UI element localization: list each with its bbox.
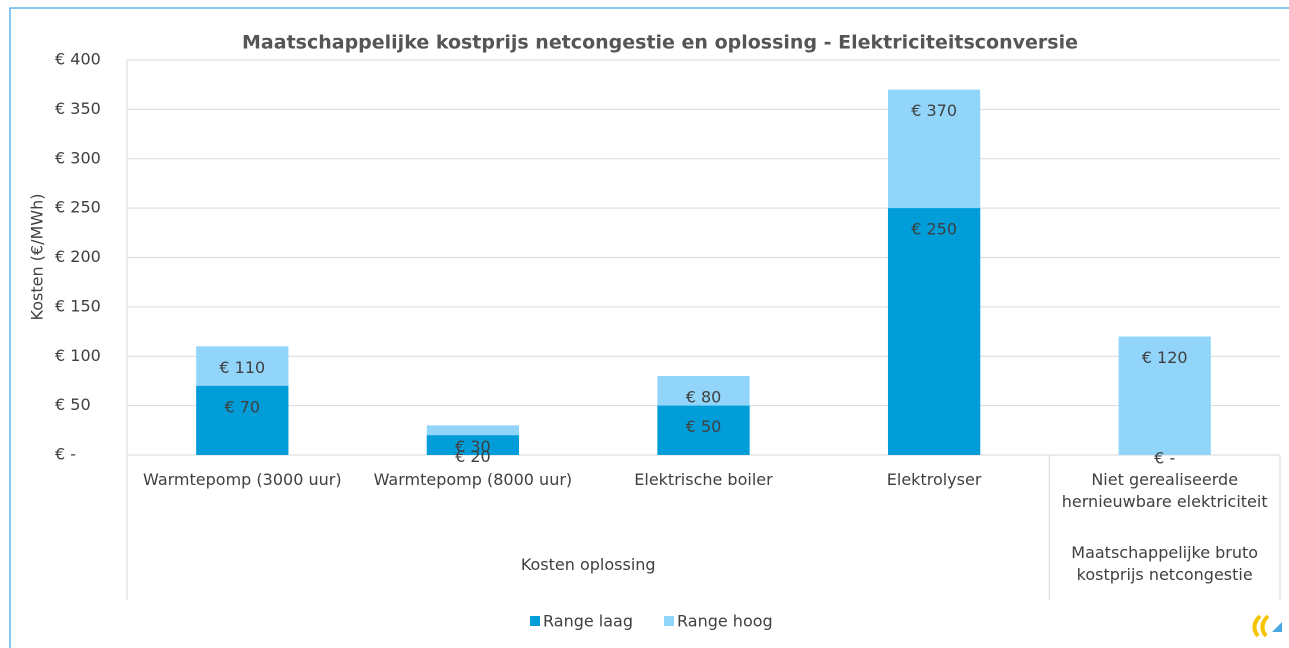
legend-label: Range laag	[543, 612, 633, 631]
x-tick-label: Warmtepomp (3000 uur)	[143, 470, 342, 489]
y-tick-label: € 50	[55, 395, 91, 414]
legend-swatch	[664, 616, 674, 626]
data-label: € 20	[455, 447, 491, 466]
data-label: € 250	[911, 220, 957, 239]
x-tick-label: Niet gerealiseerde hernieuwbare elektric…	[1061, 470, 1268, 511]
data-label: € 30	[455, 437, 491, 456]
data-label: € -	[1154, 449, 1175, 468]
y-tick-label: € 150	[55, 296, 101, 315]
y-tick-label: € 200	[55, 247, 101, 266]
x-tick-label: Elektrische boiler	[634, 470, 773, 489]
legend-label: Range hoog	[677, 612, 773, 631]
data-label: € 110	[219, 358, 265, 377]
group-label: Maatschappelijke bruto kostprijs netcong…	[1071, 543, 1259, 584]
x-tick-label: Warmtepomp (8000 uur)	[373, 470, 573, 489]
frame	[9, 7, 1289, 648]
x-tick-label: Elektrolyser	[886, 470, 982, 489]
data-label: € 120	[1142, 348, 1188, 367]
legend-swatch	[530, 616, 540, 626]
bar	[196, 385, 289, 455]
y-tick-label: € 300	[55, 148, 101, 167]
data-label: € 80	[686, 388, 722, 407]
bar	[887, 208, 981, 455]
data-label: € 70	[224, 397, 260, 416]
chart-title: Maatschappelijke kostprijs netcongestie …	[242, 32, 1078, 54]
y-tick-label: € 350	[55, 99, 101, 118]
logo	[1252, 614, 1282, 638]
group-label: Kosten oplossing	[520, 555, 656, 574]
bar	[426, 435, 520, 455]
bar	[657, 405, 750, 455]
y-tick-label: € 400	[55, 50, 101, 69]
bar	[1118, 336, 1211, 455]
data-label: € 50	[686, 417, 722, 436]
y-tick-label: € -	[55, 445, 76, 464]
y-tick-label: € 250	[55, 198, 101, 217]
y-tick-label: € 100	[55, 346, 101, 365]
y-axis-label: Kosten (€/MWh)	[28, 194, 47, 321]
data-label: € 370	[911, 101, 957, 120]
